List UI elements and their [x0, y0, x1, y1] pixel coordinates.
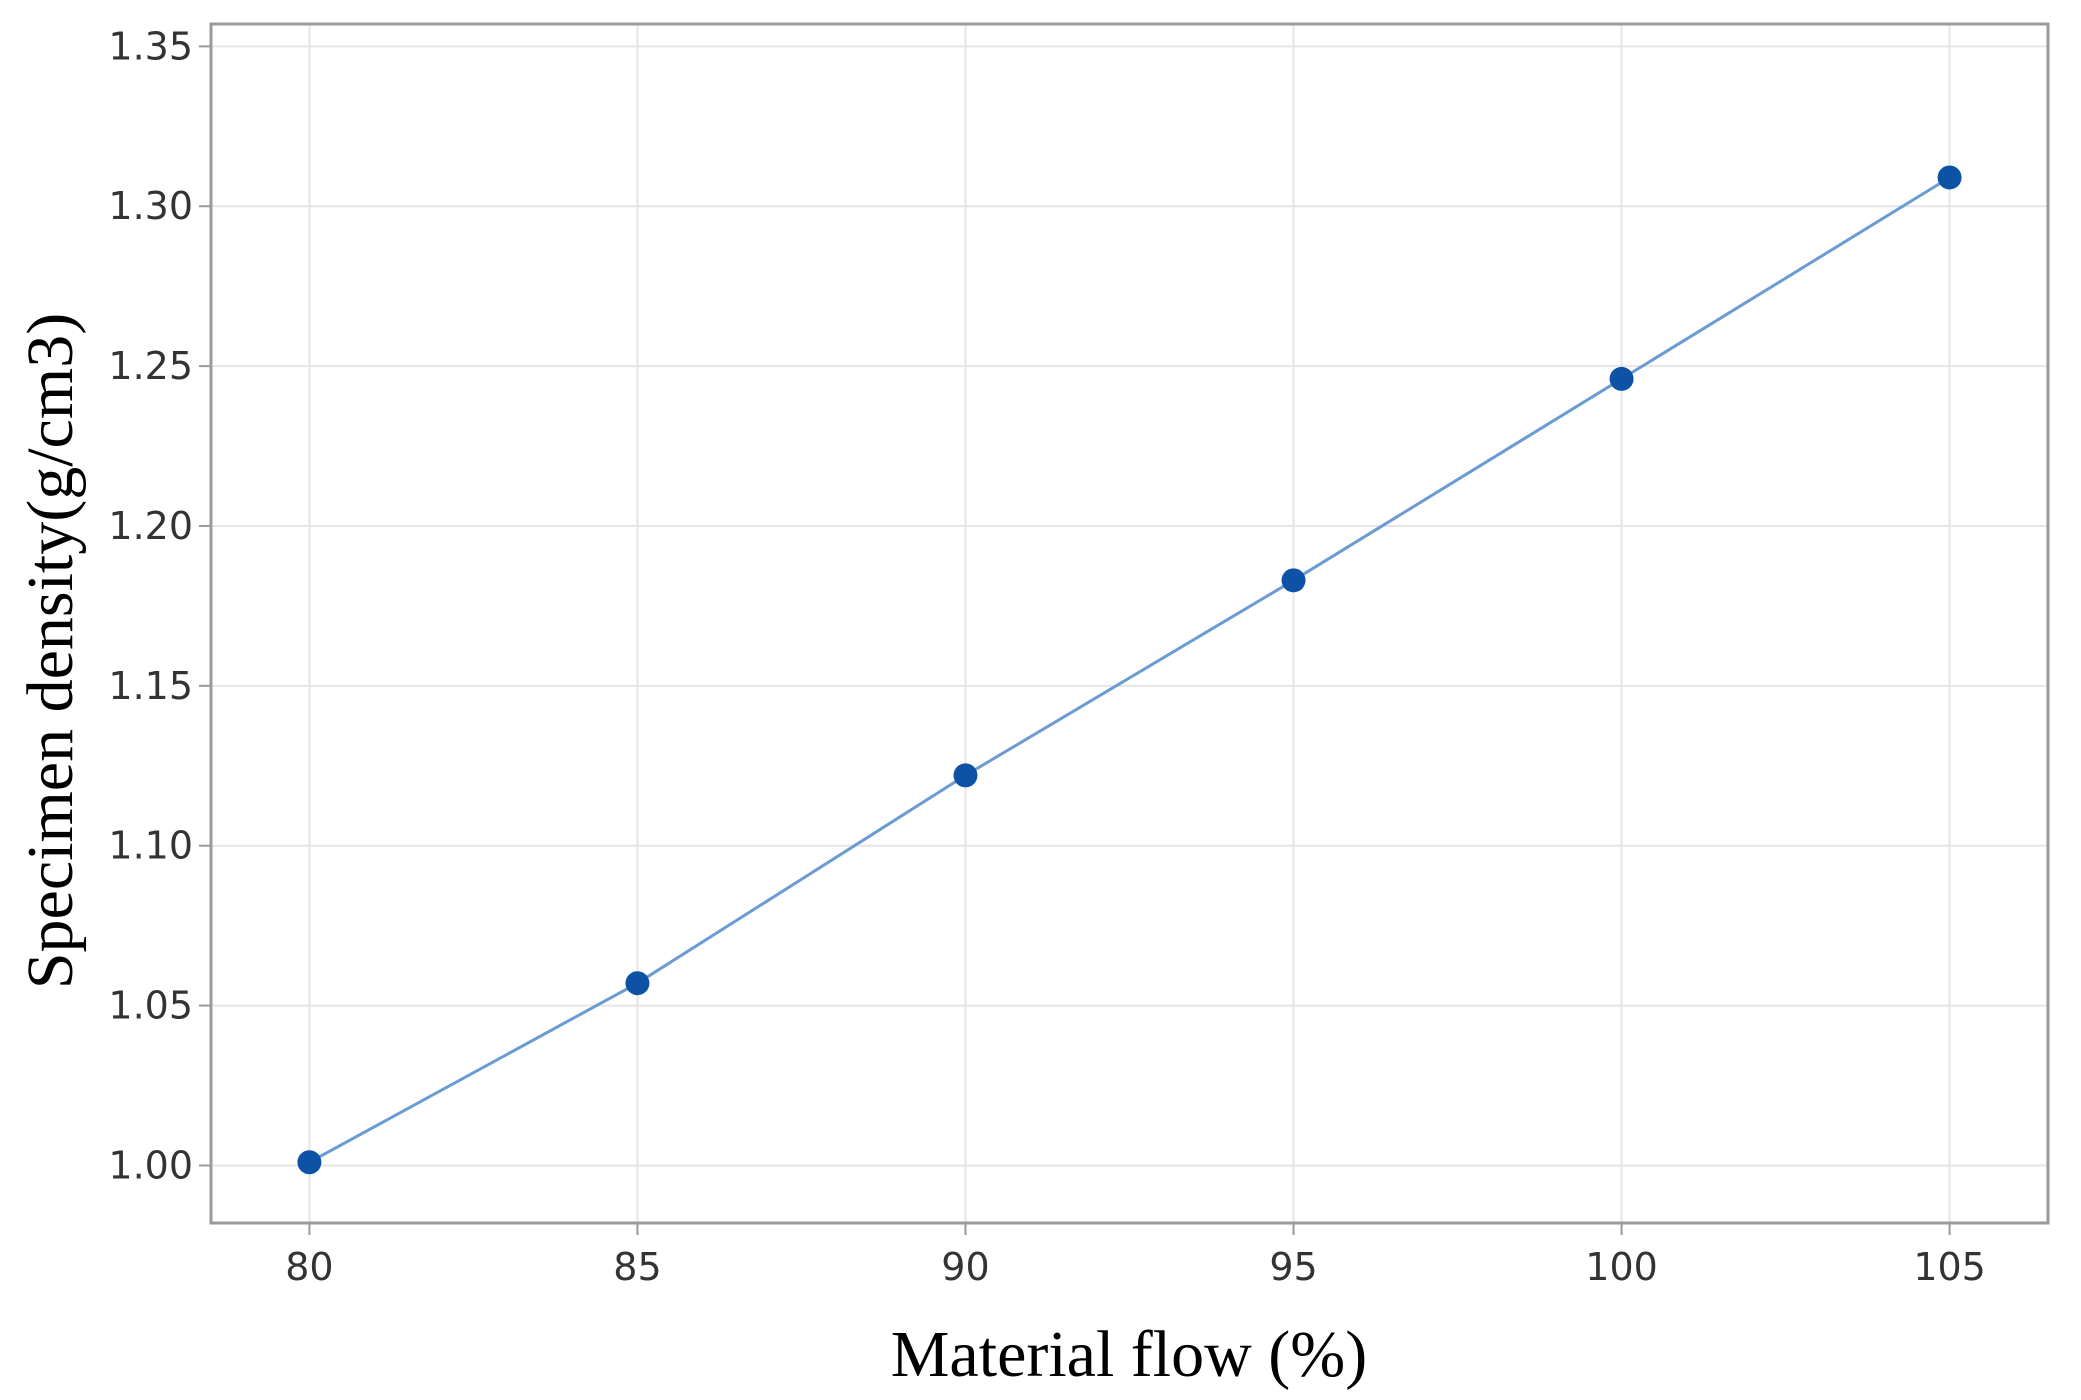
data-point-85: [625, 971, 650, 996]
data-point-80: [297, 1150, 322, 1175]
data-point-90: [953, 763, 978, 788]
y-axis-ticks: 1.00 1.05 1.10 1.15 1.20 1.25 1.30 1.35: [108, 24, 211, 1187]
x-tick-label: 105: [1913, 1245, 1986, 1289]
y-tick-label: 1.25: [108, 344, 193, 388]
x-tick-label: 95: [1269, 1245, 1317, 1289]
series-line: [308, 176, 1951, 1164]
data-point-105: [1937, 165, 1962, 190]
x-axis-ticks: 80 85 90 95 100 105: [285, 1223, 1986, 1289]
data-point-95: [1281, 568, 1306, 593]
x-tick-label: 90: [941, 1245, 989, 1289]
y-tick-label: 1.35: [108, 24, 193, 68]
x-tick-label: 100: [1585, 1245, 1658, 1289]
y-tick-label: 1.20: [108, 504, 193, 548]
y-tick-label: 1.05: [108, 984, 193, 1028]
x-axis-title: Material flow (%): [891, 1318, 1367, 1391]
y-tick-label: 1.00: [108, 1143, 193, 1187]
y-tick-label: 1.15: [108, 664, 193, 708]
plot-frame: [209, 22, 2050, 1225]
data-point-100: [1609, 366, 1634, 391]
x-tick-label: 80: [285, 1245, 333, 1289]
y-axis-title: Specimen density(g/cm3): [14, 313, 87, 989]
x-tick-label: 85: [613, 1245, 661, 1289]
y-tick-label: 1.30: [108, 184, 193, 228]
series-layer: [297, 165, 1962, 1175]
y-tick-label: 1.10: [108, 824, 193, 868]
gridlines: [211, 24, 2048, 1223]
